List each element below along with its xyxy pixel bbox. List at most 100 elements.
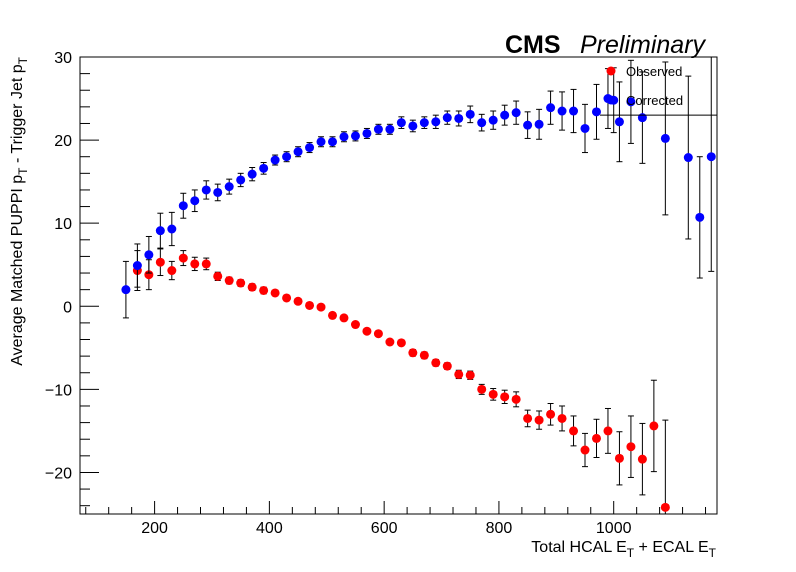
- data-point: [523, 120, 533, 130]
- data-point: [477, 118, 487, 128]
- y-axis-title: Average Matched PUPPI pT - Trigger Jet p…: [9, 56, 30, 365]
- data-point: [316, 302, 326, 312]
- data-point: [569, 426, 579, 436]
- data-point: [350, 131, 360, 141]
- x-tick-label: 1000: [596, 520, 632, 537]
- data-point: [431, 117, 441, 127]
- data-point: [626, 442, 636, 452]
- x-tick-label: 800: [486, 520, 513, 537]
- data-point: [637, 454, 647, 464]
- data-point: [247, 169, 257, 179]
- data-point: [328, 137, 338, 147]
- data-point: [477, 384, 487, 394]
- data-point: [408, 121, 418, 131]
- data-point: [270, 155, 280, 165]
- data-point: [132, 261, 142, 271]
- data-point: [247, 282, 257, 292]
- data-point: [213, 271, 223, 281]
- data-point: [511, 108, 521, 118]
- y-axis-ticks: −20 −10 0 10 20 30: [45, 50, 99, 507]
- data-point: [534, 415, 544, 425]
- x-tick-label: 200: [141, 520, 168, 537]
- preliminary-title: Preliminary: [580, 31, 707, 59]
- data-point: [282, 293, 292, 303]
- data-point: [534, 119, 544, 129]
- data-point: [408, 348, 418, 358]
- data-point: [626, 97, 636, 107]
- data-point: [396, 118, 406, 128]
- data-series-layer: [121, 57, 717, 514]
- data-point: [190, 196, 200, 206]
- data-point: [660, 502, 670, 512]
- y-tick-label: 20: [54, 133, 72, 150]
- y-axis-title-part2: - Trigger Jet p: [9, 64, 26, 167]
- data-point: [373, 329, 383, 339]
- y-tick-label: 30: [54, 50, 72, 67]
- data-point: [396, 338, 406, 348]
- data-point: [603, 426, 613, 436]
- x-axis-ticks: 200 400 600 800 1000: [85, 501, 707, 537]
- data-point: [488, 115, 498, 125]
- data-point: [350, 320, 360, 330]
- data-point: [706, 152, 716, 162]
- data-point: [144, 250, 154, 260]
- x-axis-title-main: Total HCAL E: [531, 539, 626, 556]
- data-point: [190, 259, 200, 269]
- y-axis-title-sub1: T: [16, 167, 30, 175]
- data-point: [695, 212, 705, 222]
- x-axis-title-sub1: T: [627, 546, 635, 560]
- data-point: [328, 310, 338, 320]
- x-tick-label: 600: [371, 520, 398, 537]
- y-axis-title-sub2: T: [16, 56, 30, 64]
- data-point: [293, 147, 303, 157]
- plot-frame: [79, 56, 718, 515]
- data-point: [649, 421, 659, 431]
- data-point: [591, 433, 601, 443]
- data-point: [385, 124, 395, 134]
- data-point: [362, 128, 372, 138]
- data-point: [224, 276, 234, 286]
- data-point: [580, 123, 590, 133]
- data-point: [500, 392, 510, 402]
- data-point: [660, 133, 670, 143]
- data-point: [121, 285, 131, 295]
- legend-corrected-marker: [606, 95, 616, 105]
- data-point: [236, 278, 246, 288]
- data-point: [637, 113, 647, 123]
- data-point: [167, 266, 177, 276]
- data-point: [305, 300, 315, 310]
- x-axis-title-mid: + ECAL E: [634, 539, 709, 556]
- data-point: [511, 394, 521, 404]
- data-point: [465, 370, 475, 380]
- data-point: [442, 361, 452, 371]
- data-point: [580, 445, 590, 455]
- y-tick-label: 10: [54, 216, 72, 233]
- data-point: [419, 350, 429, 360]
- legend-observed-label: Observed: [626, 64, 682, 79]
- data-point: [523, 413, 533, 423]
- series-observed: [132, 248, 670, 514]
- data-point: [591, 107, 601, 117]
- data-point: [167, 224, 177, 234]
- data-point: [614, 117, 624, 127]
- data-point: [569, 106, 579, 116]
- data-point: [201, 259, 211, 269]
- data-point: [144, 270, 154, 280]
- data-point: [155, 226, 165, 236]
- data-point: [293, 296, 303, 306]
- x-axis-title: Total HCAL ET + ECAL ET: [531, 539, 716, 560]
- data-point: [419, 118, 429, 128]
- data-point: [339, 132, 349, 142]
- data-point: [362, 326, 372, 336]
- data-point: [316, 137, 326, 147]
- data-point: [213, 187, 223, 197]
- data-point: [614, 453, 624, 463]
- data-point: [488, 389, 498, 399]
- data-point: [465, 109, 475, 119]
- legend-observed-marker: [606, 66, 616, 76]
- data-point: [373, 124, 383, 134]
- x-axis-title-sub2: T: [709, 546, 717, 560]
- data-point: [431, 358, 441, 368]
- y-tick-label: −10: [45, 382, 72, 399]
